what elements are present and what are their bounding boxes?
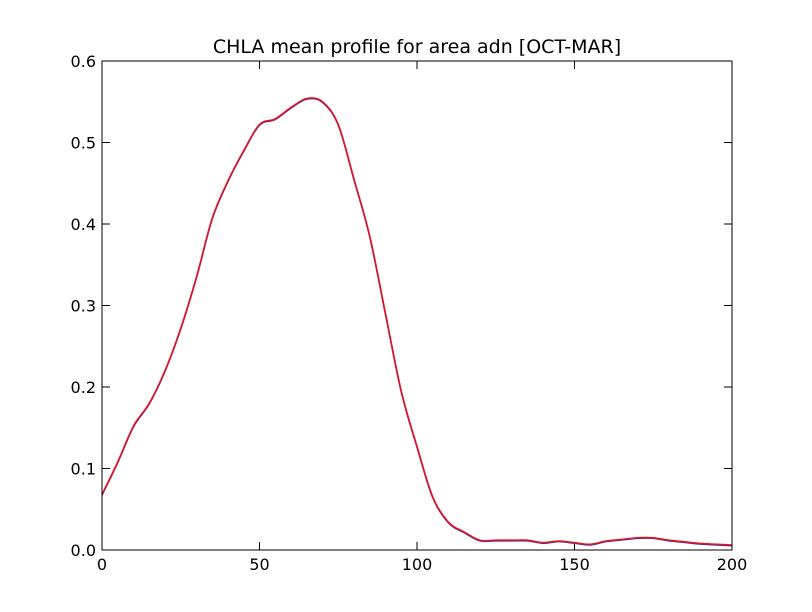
y-tick-label: 0.5 (71, 134, 96, 153)
series-line-shadow (101, 97, 733, 547)
ticks-layer: 0 50 100 150 200 0.0 0.1 0.2 0.3 0.4 0.5 0.6 (71, 52, 748, 574)
y-tick-label: 0.2 (71, 378, 96, 397)
x-tick-label: 200 (717, 555, 748, 574)
plot-frame (101, 60, 733, 551)
y-tick-label: 0.4 (71, 215, 96, 234)
series-line (101, 97, 733, 546)
x-tick-label: 50 (249, 555, 269, 574)
series-layer (101, 97, 733, 547)
y-tick-label: 0.1 (71, 460, 96, 479)
y-tick-label: 0.6 (71, 52, 96, 71)
y-tick-label: 0.3 (71, 297, 96, 316)
chart-title: CHLA mean profile for area adn [OCT-MAR] (213, 36, 621, 58)
x-tick-label: 150 (559, 555, 590, 574)
x-tick-label: 0 (97, 555, 107, 574)
x-tick-label: 100 (402, 555, 433, 574)
y-tick-label: 0.0 (71, 541, 96, 560)
